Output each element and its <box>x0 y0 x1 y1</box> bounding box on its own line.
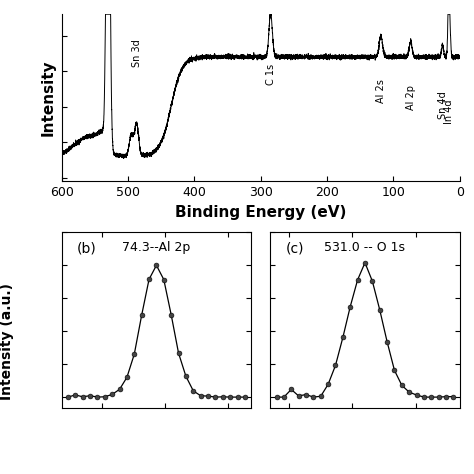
Text: Sn 3d: Sn 3d <box>132 40 142 67</box>
Text: Al 2p: Al 2p <box>406 85 416 110</box>
Text: 531.0 -- O 1s: 531.0 -- O 1s <box>325 241 405 254</box>
Text: Sn 4d: Sn 4d <box>438 91 447 119</box>
Text: (c): (c) <box>285 241 304 255</box>
Text: Intensity (a.u.): Intensity (a.u.) <box>0 283 14 400</box>
Y-axis label: Intensity: Intensity <box>41 59 56 136</box>
Text: (b): (b) <box>77 241 97 255</box>
Text: C 1s: C 1s <box>265 64 276 85</box>
X-axis label: Binding Energy (eV): Binding Energy (eV) <box>175 204 346 219</box>
Text: 74.3--Al 2p: 74.3--Al 2p <box>122 241 191 254</box>
Text: Al 2s: Al 2s <box>376 79 386 103</box>
Text: In 4d: In 4d <box>444 100 454 124</box>
